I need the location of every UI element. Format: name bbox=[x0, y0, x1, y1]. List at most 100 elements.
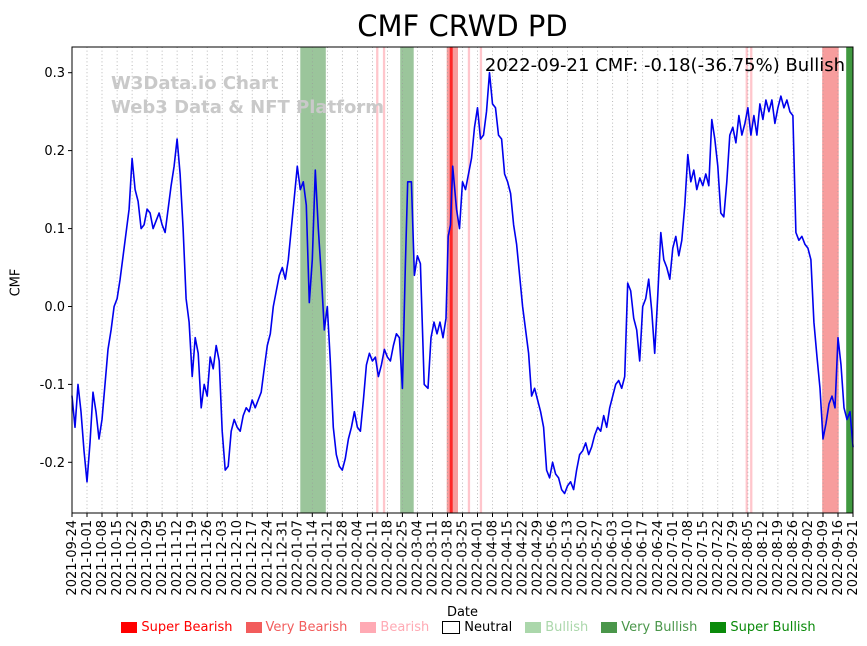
x-tick-label: 2022-07-08 bbox=[681, 520, 696, 596]
legend-label-super-bearish: Super Bearish bbox=[141, 620, 233, 635]
x-tick-label: 2022-02-04 bbox=[350, 520, 365, 596]
x-tick-label: 2021-11-19 bbox=[185, 520, 200, 596]
x-tick-label: 2022-09-02 bbox=[801, 520, 816, 596]
legend-item-neutral: Neutral bbox=[442, 620, 512, 635]
band-bearish bbox=[479, 47, 483, 513]
x-tick-label: 2022-07-22 bbox=[711, 520, 726, 596]
legend-swatch-super-bullish bbox=[710, 622, 727, 633]
x-tick-label: 2022-03-11 bbox=[426, 520, 441, 596]
x-tick-label: 2022-04-08 bbox=[486, 520, 501, 596]
x-tick-label: 2022-04-01 bbox=[471, 520, 486, 596]
band-bearish bbox=[376, 47, 379, 513]
y-axis-label: CMF bbox=[8, 268, 24, 297]
x-tick-label: 2022-01-14 bbox=[305, 520, 320, 596]
x-tick-label: 2022-07-29 bbox=[726, 520, 741, 596]
x-tick-label: 2022-09-16 bbox=[831, 520, 846, 596]
band-super-bullish bbox=[846, 47, 853, 513]
y-tick-label: 0.3 bbox=[44, 66, 65, 81]
band-super-bearish bbox=[449, 47, 453, 513]
band-bearish bbox=[745, 47, 748, 513]
x-tick-label: 2022-08-26 bbox=[786, 520, 801, 596]
band-bearish bbox=[750, 47, 753, 513]
x-tick-label: 2022-06-17 bbox=[636, 520, 651, 596]
x-tick-label: 2022-08-19 bbox=[771, 520, 786, 596]
legend-item-bullish: Bullish bbox=[525, 620, 588, 635]
x-tick-label: 2022-01-28 bbox=[335, 520, 350, 596]
legend: Super Bearish Very Bearish Bearish Neutral B… bbox=[0, 620, 867, 635]
x-tick-label: 2022-06-24 bbox=[651, 520, 666, 596]
x-tick-label: 2022-02-11 bbox=[365, 520, 380, 596]
legend-label-bullish: Bullish bbox=[545, 620, 589, 635]
x-tick-label: 2022-07-01 bbox=[666, 520, 681, 596]
x-tick-label: 2022-03-25 bbox=[456, 520, 471, 596]
x-tick-label: 2022-05-20 bbox=[576, 520, 591, 596]
x-tick-label: 2021-12-10 bbox=[230, 520, 245, 596]
plot-border bbox=[71, 46, 854, 514]
x-tick-label: 2022-05-13 bbox=[561, 520, 576, 596]
x-tick-label: 2021-12-24 bbox=[260, 520, 275, 596]
x-tick-label: 2021-10-22 bbox=[125, 520, 140, 596]
x-tick-label: 2021-11-26 bbox=[200, 520, 215, 596]
y-tick-label: 0.0 bbox=[44, 300, 65, 315]
x-tick-label: 2022-04-15 bbox=[501, 520, 516, 596]
x-tick-label: 2022-06-10 bbox=[621, 520, 636, 596]
x-tick-label: 2022-03-04 bbox=[410, 520, 425, 596]
x-tick-label: 2022-08-12 bbox=[756, 520, 771, 596]
x-tick-label: 2021-11-05 bbox=[155, 520, 170, 596]
legend-label-very-bullish: Very Bullish bbox=[621, 620, 698, 635]
watermark: W3Data.io Chart Web3 Data & NFT Platform bbox=[111, 72, 384, 120]
cmf-line bbox=[71, 71, 854, 495]
x-tick-label: 2021-10-29 bbox=[140, 520, 155, 596]
band-very-bearish bbox=[822, 47, 839, 513]
legend-item-super-bullish: Super Bullish bbox=[710, 620, 816, 635]
x-tick-label: 2022-02-25 bbox=[395, 520, 410, 596]
legend-swatch-super-bearish bbox=[121, 622, 138, 633]
legend-swatch-very-bearish bbox=[245, 622, 262, 633]
legend-swatch-very-bullish bbox=[601, 622, 618, 633]
y-tick-label: -0.1 bbox=[40, 378, 65, 393]
legend-item-very-bullish: Very Bullish bbox=[601, 620, 697, 635]
watermark-line1: W3Data.io Chart bbox=[111, 73, 279, 94]
x-tick-label: 2022-06-03 bbox=[606, 520, 621, 596]
band-bearish bbox=[467, 47, 471, 513]
legend-swatch-bearish bbox=[360, 622, 377, 633]
legend-item-very-bearish: Very Bearish bbox=[245, 620, 348, 635]
x-tick-label: 2022-09-09 bbox=[816, 520, 831, 596]
x-tick-label: 2021-10-15 bbox=[110, 520, 125, 596]
x-tick-label: 2022-09-21 bbox=[846, 520, 861, 596]
x-tick-label: 2021-10-08 bbox=[95, 520, 110, 596]
x-tick-label: 2021-12-17 bbox=[245, 520, 260, 596]
x-tick-label: 2021-09-24 bbox=[65, 520, 80, 596]
x-tick-label: 2021-12-31 bbox=[275, 520, 290, 596]
legend-label-very-bearish: Very Bearish bbox=[265, 620, 348, 635]
latest-value-annotation: 2022-09-21 CMF: -0.18(-36.75%) Bullish bbox=[484, 55, 845, 76]
page-title: CMF CRWD PD bbox=[357, 9, 568, 43]
legend-swatch-bullish bbox=[525, 622, 542, 633]
x-tick-label: 2022-08-05 bbox=[741, 520, 756, 596]
y-tick-label: 0.2 bbox=[44, 144, 65, 159]
legend-item-bearish: Bearish bbox=[360, 620, 429, 635]
x-tick-label: 2022-05-27 bbox=[591, 520, 606, 596]
legend-label-super-bullish: Super Bullish bbox=[730, 620, 816, 635]
x-tick-label: 2022-07-15 bbox=[696, 520, 711, 596]
legend-item-super-bearish: Super Bearish bbox=[121, 620, 233, 635]
x-tick-label: 2022-04-22 bbox=[516, 520, 531, 596]
band-very-bullish bbox=[400, 47, 414, 513]
x-tick-label: 2021-11-12 bbox=[170, 520, 185, 596]
watermark-line2: Web3 Data & NFT Platform bbox=[111, 96, 385, 118]
x-tick-label: 2022-01-21 bbox=[320, 520, 335, 596]
x-axis-label: Date bbox=[446, 605, 479, 620]
legend-swatch-neutral bbox=[442, 621, 461, 634]
x-tick-label: 2022-01-07 bbox=[290, 520, 305, 596]
x-tick-label: 2021-10-01 bbox=[80, 520, 95, 596]
y-tick-label: -0.2 bbox=[40, 456, 65, 471]
x-tick-label: 2022-03-18 bbox=[441, 520, 456, 596]
x-tick-label: 2022-04-29 bbox=[531, 520, 546, 596]
band-bearish bbox=[382, 47, 386, 513]
y-tick-label: 0.1 bbox=[44, 222, 65, 237]
x-tick-label: 2021-12-03 bbox=[215, 520, 230, 596]
x-tick-label: 2022-02-18 bbox=[380, 520, 395, 596]
legend-label-bearish: Bearish bbox=[380, 620, 430, 635]
